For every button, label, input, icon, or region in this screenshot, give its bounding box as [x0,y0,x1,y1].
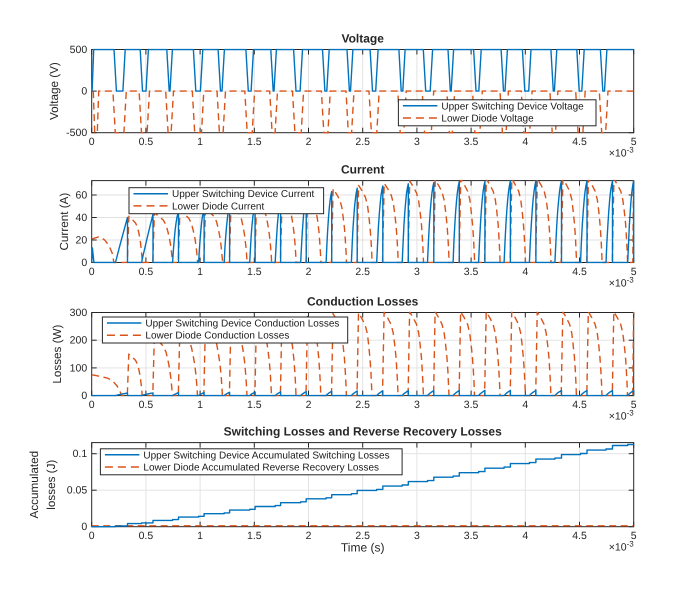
svg-text:4: 4 [522,266,528,278]
svg-text:0: 0 [89,399,95,411]
svg-text:Lower Diode Conduction Losses: Lower Diode Conduction Losses [145,331,289,342]
svg-text:3: 3 [414,266,420,278]
svg-text:losses (J): losses (J) [45,460,58,510]
svg-text:Upper Switching Device Voltage: Upper Switching Device Voltage [441,101,584,112]
svg-text:Lower Diode Accumulated Revers: Lower Diode Accumulated Reverse Recovery… [143,463,379,474]
svg-text:2.5: 2.5 [355,530,370,542]
svg-text:3.5: 3.5 [464,399,479,411]
svg-text:300: 300 [70,307,88,319]
svg-text:5: 5 [631,399,637,411]
svg-text:500: 500 [70,44,88,56]
svg-text:3: 3 [414,530,420,542]
svg-text:0.5: 0.5 [139,399,154,411]
svg-text:5: 5 [631,530,637,542]
svg-text:4: 4 [522,136,528,148]
svg-text:0: 0 [89,266,95,278]
svg-text:1.5: 1.5 [247,136,262,148]
svg-text:2: 2 [306,530,312,542]
svg-text:0.5: 0.5 [139,136,154,148]
svg-text:Current: Current [341,163,384,177]
svg-text:3: 3 [414,399,420,411]
svg-text:0.5: 0.5 [139,530,154,542]
svg-text:3.5: 3.5 [464,136,479,148]
svg-text:Accumulated: Accumulated [28,451,41,519]
svg-text:0: 0 [89,136,95,148]
svg-text:0.05: 0.05 [67,485,88,497]
svg-text:0: 0 [81,521,87,533]
svg-text:3.5: 3.5 [464,266,479,278]
svg-text:1: 1 [197,399,203,411]
svg-text:5: 5 [631,136,637,148]
svg-text:0.1: 0.1 [73,448,88,460]
svg-text:0: 0 [81,86,87,98]
svg-text:2: 2 [306,136,312,148]
svg-text:20: 20 [76,235,88,247]
svg-text:Voltage: Voltage [341,32,384,46]
svg-text:0.5: 0.5 [139,266,154,278]
svg-text:4.5: 4.5 [572,399,587,411]
svg-text:4.5: 4.5 [572,530,587,542]
svg-text:-500: -500 [66,127,87,139]
svg-text:200: 200 [70,335,88,347]
svg-text:1: 1 [197,266,203,278]
svg-text:4: 4 [522,399,528,411]
svg-text:0: 0 [89,530,95,542]
svg-text:Voltage (V): Voltage (V) [48,62,61,120]
svg-text:4.5: 4.5 [572,136,587,148]
svg-text:40: 40 [76,212,88,224]
svg-text:2.5: 2.5 [355,136,370,148]
svg-text:Time (s): Time (s) [341,541,385,555]
svg-text:Upper Switching Device Conduct: Upper Switching Device Conduction Losses [145,319,339,330]
svg-text:0: 0 [81,257,87,269]
svg-text:1.5: 1.5 [247,399,262,411]
svg-text:1: 1 [197,136,203,148]
svg-text:5: 5 [631,266,637,278]
svg-text:2: 2 [306,399,312,411]
svg-text:Switching Losses and Reverse R: Switching Losses and Reverse Recovery Lo… [224,425,502,439]
svg-text:100: 100 [70,362,88,374]
svg-text:2: 2 [306,266,312,278]
svg-text:3.5: 3.5 [464,530,479,542]
svg-text:0: 0 [81,390,87,402]
svg-text:4: 4 [522,530,528,542]
svg-text:1.5: 1.5 [247,530,262,542]
svg-text:4.5: 4.5 [572,266,587,278]
svg-text:Conduction Losses: Conduction Losses [307,295,419,309]
svg-text:3: 3 [414,136,420,148]
svg-text:Losses (W): Losses (W) [51,324,64,383]
svg-text:2.5: 2.5 [355,399,370,411]
svg-text:60: 60 [76,190,88,202]
svg-text:1.5: 1.5 [247,266,262,278]
svg-text:Upper Switching Device Accumul: Upper Switching Device Accumulated Switc… [143,450,389,461]
svg-text:Lower Diode Voltage: Lower Diode Voltage [441,114,534,125]
svg-text:Current (A): Current (A) [58,193,71,251]
svg-text:2.5: 2.5 [355,266,370,278]
svg-text:1: 1 [197,530,203,542]
svg-text:Lower Diode Current: Lower Diode Current [172,201,264,212]
svg-text:Upper Switching Device Current: Upper Switching Device Current [172,189,315,200]
